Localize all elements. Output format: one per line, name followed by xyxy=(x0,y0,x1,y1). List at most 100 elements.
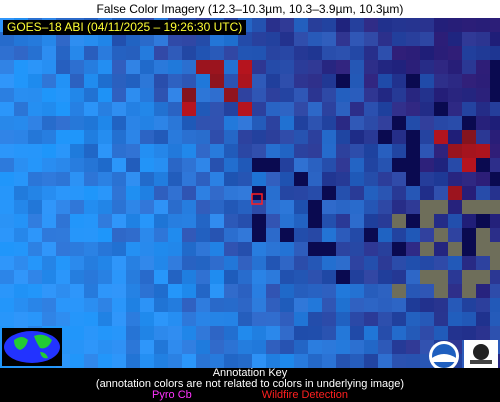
pixel-block xyxy=(98,312,112,326)
pixel-block xyxy=(182,144,196,158)
pixel-block xyxy=(98,354,112,368)
pixel-block xyxy=(378,228,392,242)
wildfire-marker xyxy=(251,193,263,205)
pixel-block xyxy=(364,270,378,284)
pixel-block xyxy=(168,116,182,130)
pixel-block xyxy=(280,88,294,102)
pixel-block xyxy=(280,32,294,46)
pixel-block xyxy=(308,284,322,298)
pixel-block xyxy=(56,214,70,228)
pixel-block xyxy=(238,74,252,88)
pixel-block xyxy=(490,18,500,32)
pixel-block xyxy=(98,158,112,172)
pixel-block xyxy=(182,46,196,60)
pixel-block xyxy=(252,46,266,60)
pixel-block xyxy=(196,46,210,60)
pixel-block xyxy=(70,242,84,256)
pixel-block xyxy=(322,172,336,186)
pixel-block xyxy=(462,116,476,130)
pixel-block xyxy=(378,116,392,130)
pixel-block xyxy=(252,74,266,88)
pixel-block xyxy=(462,256,476,270)
pixel-block xyxy=(210,172,224,186)
pixel-block xyxy=(364,354,378,368)
pixel-block xyxy=(126,46,140,60)
pixel-block xyxy=(0,312,14,326)
pixel-block xyxy=(238,354,252,368)
pixel-block xyxy=(140,130,154,144)
pixel-block xyxy=(308,158,322,172)
pixel-block xyxy=(126,74,140,88)
pixel-block xyxy=(224,186,238,200)
pixel-block xyxy=(294,340,308,354)
pixel-block xyxy=(210,130,224,144)
pixel-block xyxy=(28,60,42,74)
pixel-block xyxy=(98,74,112,88)
pixel-block xyxy=(98,46,112,60)
pixel-block xyxy=(168,102,182,116)
pixel-block xyxy=(168,74,182,88)
pixel-block xyxy=(336,354,350,368)
pixel-block xyxy=(238,144,252,158)
pixel-block xyxy=(336,144,350,158)
pixel-block xyxy=(434,326,448,340)
pixel-block xyxy=(336,74,350,88)
pixel-block xyxy=(182,242,196,256)
pixel-block xyxy=(112,312,126,326)
pixel-block xyxy=(140,200,154,214)
pixel-block xyxy=(336,130,350,144)
pixel-block xyxy=(294,270,308,284)
pixel-block xyxy=(84,32,98,46)
pixel-block xyxy=(420,242,434,256)
pixel-block xyxy=(266,298,280,312)
pixel-block xyxy=(448,326,462,340)
pixel-block xyxy=(168,214,182,228)
pixel-block xyxy=(308,74,322,88)
pixel-block xyxy=(266,158,280,172)
pixel-block xyxy=(294,172,308,186)
pixel-block xyxy=(378,88,392,102)
pixel-block xyxy=(350,88,364,102)
pixel-block xyxy=(294,354,308,368)
pixel-block xyxy=(392,88,406,102)
pixel-block xyxy=(308,172,322,186)
noaa-logo xyxy=(429,341,459,368)
pixel-block xyxy=(406,270,420,284)
pixel-block xyxy=(42,88,56,102)
pixel-block xyxy=(434,242,448,256)
pixel-block xyxy=(14,130,28,144)
pixel-block xyxy=(350,242,364,256)
pixel-block xyxy=(0,60,14,74)
pixel-block xyxy=(14,284,28,298)
pixel-block xyxy=(364,60,378,74)
pixel-block xyxy=(434,74,448,88)
pixel-block xyxy=(210,144,224,158)
pixel-block xyxy=(378,46,392,60)
pixel-block xyxy=(224,172,238,186)
pixel-block xyxy=(378,144,392,158)
pixel-block xyxy=(210,256,224,270)
pixel-block xyxy=(210,158,224,172)
pixel-block xyxy=(322,256,336,270)
pixel-block xyxy=(224,74,238,88)
pixel-block xyxy=(462,326,476,340)
pixel-block xyxy=(252,270,266,284)
pixel-block xyxy=(476,46,490,60)
pixel-block xyxy=(266,74,280,88)
pixel-block xyxy=(210,102,224,116)
pixel-block xyxy=(168,172,182,186)
pixel-block xyxy=(448,60,462,74)
pixel-block xyxy=(406,32,420,46)
pixel-block xyxy=(392,214,406,228)
pixel-block xyxy=(210,200,224,214)
pixel-block xyxy=(98,116,112,130)
pixel-block xyxy=(126,32,140,46)
pixel-block xyxy=(126,256,140,270)
pixel-block xyxy=(0,242,14,256)
pixel-block xyxy=(490,242,500,256)
pixel-block xyxy=(294,228,308,242)
pixel-block xyxy=(154,102,168,116)
pixel-block xyxy=(476,270,490,284)
pixel-block xyxy=(406,186,420,200)
pixel-block xyxy=(42,298,56,312)
